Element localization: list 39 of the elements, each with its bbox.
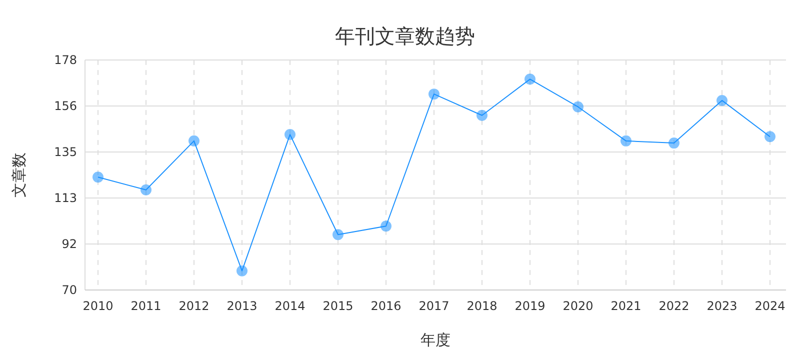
point [764,131,776,142]
y-tick-label: 92 [62,237,77,251]
point [716,94,728,106]
x-tick-label: 2014 [274,299,306,313]
y-tick-label: 113 [54,191,77,205]
x-tick-label: 2010 [82,299,114,313]
x-tick-label: 2017 [418,299,450,313]
x-tick-label: 2019 [514,299,546,313]
x-tick-label: 2020 [562,299,594,313]
point [332,229,344,240]
point [236,265,248,276]
point [428,88,440,100]
chart-title: 年刊文章数趋势 [335,24,475,48]
x-tick-label: 2011 [130,299,162,313]
point [524,74,536,85]
x-tick-label: 2013 [226,299,258,313]
point [188,135,200,146]
point [668,138,680,149]
y-tick-label: 70 [62,283,77,297]
y-axis-title: 文章数 [10,152,28,198]
point [140,184,152,196]
x-tick-label: 2023 [706,299,738,313]
y-tick-label: 135 [54,145,77,159]
x-tick-label: 2022 [658,299,690,313]
point [620,135,632,146]
x-tick-label: 2021 [610,299,642,313]
y-tick-label: 156 [54,99,77,113]
x-tick-label: 2012 [178,299,210,313]
x-axis-title: 年度 [420,331,450,349]
point [476,110,488,121]
x-tick-label: 2015 [322,299,354,313]
point [284,129,296,140]
point [92,172,104,183]
point [380,220,392,232]
x-tick-label: 2024 [754,299,786,313]
x-tick-label: 2016 [370,299,402,313]
y-tick-label: 178 [54,53,77,67]
point [572,101,584,112]
x-tick-label: 2018 [466,299,498,313]
